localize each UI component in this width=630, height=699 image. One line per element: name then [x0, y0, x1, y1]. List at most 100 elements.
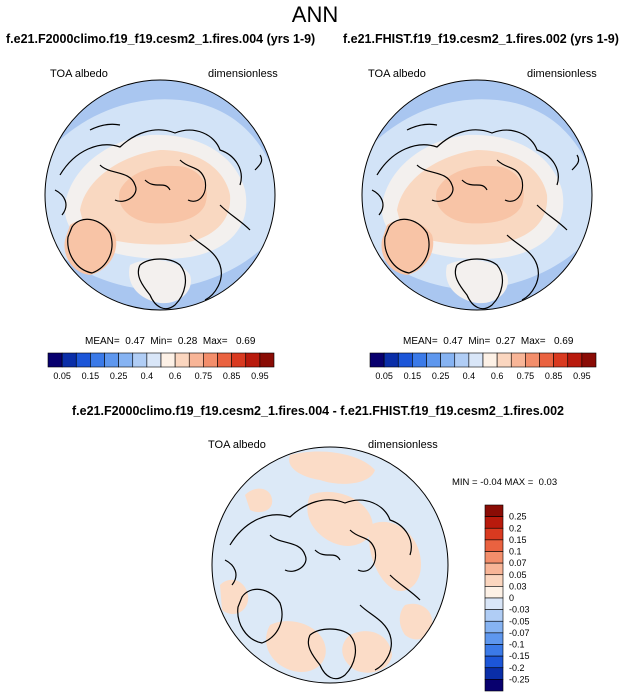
diff-colorbar-swatch [484, 609, 504, 622]
diff-colorbar-swatch [484, 562, 504, 576]
panel-2-colorbar-swatch [468, 352, 484, 368]
panel-1-colorbar-swatch [231, 352, 247, 368]
diff-colorbar-tick-label: -0.1 [509, 640, 525, 650]
panel-1-units: dimensionless [208, 68, 278, 80]
diff-colorbar-swatch [484, 620, 504, 634]
panel-2-colorbar-tick-label: 0.85 [545, 371, 563, 381]
panel-2-colorbar-swatch [383, 352, 399, 368]
panel-1-colorbar-swatch [188, 352, 204, 368]
panel-2-colorbar-tick-label: 0.15 [404, 371, 422, 381]
panel-1-colorbar-tick-label: 0.25 [110, 371, 128, 381]
panel-2-colorbar-tick-label: 0.75 [517, 371, 535, 381]
panel-1-colorbar-swatch [47, 352, 63, 368]
panel-1-colorbar-swatch [90, 352, 105, 368]
diff-colorbar-tick-label: 0.03 [509, 581, 527, 591]
diff-colorbar-swatch [484, 527, 504, 541]
diff-colorbar-swatch [484, 679, 504, 692]
diff-colorbar-swatch [484, 504, 504, 517]
diff-colorbar-tick-label: -0.05 [509, 616, 530, 626]
panel-1-colorbar-swatch [174, 352, 190, 368]
panel-2-colorbar-swatch [482, 352, 498, 368]
panel-2-colorbar-swatch [426, 352, 441, 368]
panel-2-colorbar-swatch [454, 352, 470, 368]
panel-1-variable: TOA albedo [50, 68, 108, 80]
diff-panel-units: dimensionless [368, 439, 438, 451]
coastlines [54, 123, 263, 310]
albedo-field [362, 80, 592, 310]
panel-1-title: f.e21.F2000climo.f19_f19.cesm2_1.fires.0… [6, 32, 316, 46]
diff-colorbar-swatch [484, 644, 504, 657]
diff-colorbar-tick-label: 0.2 [509, 523, 522, 533]
diff-colorbar-tick-label: 0.07 [509, 558, 527, 568]
panel-1-colorbar-swatch [259, 352, 275, 368]
panel-2-colorbar-swatch [525, 352, 540, 368]
panel-2-colorbar: 0.05 0.15 0.25 0.4 0.6 0.75 0.85 0.95 [369, 352, 597, 381]
panel-1-colorbar: 0.05 0.15 0.25 0.4 0.6 0.75 0.85 0.95 [47, 352, 275, 381]
panel-2-colorbar-swatch [567, 352, 583, 368]
panel-2-colorbar-tick-label: 0.95 [573, 371, 591, 381]
panel-1-colorbar-tick-label: 0.95 [251, 371, 269, 381]
panel-1-colorbar-swatch [75, 352, 91, 368]
diff-panel-title: f.e21.F2000climo.f19_f19.cesm2_1.fires.0… [72, 404, 564, 418]
panel-2-colorbar-swatch [510, 352, 526, 368]
panel-1-colorbar-tick-label: 0.6 [169, 371, 182, 381]
diff-colorbar-tick-label: -0.2 [509, 663, 525, 673]
panel-1-colorbar-swatch [132, 352, 148, 368]
panel-2-colorbar-swatch [440, 352, 456, 368]
panel-2-colorbar-tick-label: 0.6 [491, 371, 504, 381]
diff-colorbar-swatch [484, 539, 504, 552]
diff-colorbar-tick-label: -0.25 [509, 674, 530, 684]
coastlines [371, 123, 580, 310]
diff-colorbar-swatch [484, 551, 504, 564]
panel-1-colorbar-swatch [61, 352, 77, 368]
panel-2-stats: MEAN= 0.47 Min= 0.27 Max= 0.69 [403, 336, 574, 347]
panel-1-colorbar-swatch [245, 352, 261, 368]
panel-1-colorbar-swatch [160, 352, 176, 368]
panel-1-colorbar-swatch [104, 352, 119, 368]
panel-2-variable: TOA albedo [368, 68, 426, 80]
diff-colorbar-swatch [484, 516, 504, 529]
diff-colorbar-tick-label: 0.05 [509, 570, 527, 580]
diff-colorbar-swatch [484, 574, 504, 587]
panel-1-colorbar-tick-label: 0.4 [141, 371, 154, 381]
main-title: ANN [291, 2, 339, 27]
panel-1-colorbar-tick-label: 0.75 [195, 371, 213, 381]
panel-2-colorbar-tick-label: 0.05 [375, 371, 393, 381]
diff-colorbar-tick-label: 0 [509, 593, 514, 603]
diff-colorbar-tick-label: -0.03 [509, 605, 530, 615]
panel-1-colorbar-swatch [217, 352, 232, 368]
panel-2-colorbar-swatch [553, 352, 569, 368]
diff-colorbar-tick-label: -0.07 [509, 628, 530, 638]
panel-2-colorbar-swatch [581, 352, 597, 368]
panel-2-colorbar-swatch [369, 352, 385, 368]
diff-colorbar-tick-label: -0.15 [509, 651, 530, 661]
panel-1-stats: MEAN= 0.47 Min= 0.28 Max= 0.69 [85, 336, 256, 347]
diff-colorbar-tick-label: 0.25 [509, 512, 527, 522]
panel-2-colorbar-tick-label: 0.25 [432, 371, 450, 381]
albedo-field [45, 80, 275, 310]
diff-panel-stats: MIN = -0.04 MAX = 0.03 [452, 477, 558, 488]
panel-2-colorbar-tick-label: 0.4 [463, 371, 476, 381]
panel-1-colorbar-tick-label: 0.85 [223, 371, 241, 381]
diff-panel-variable: TOA albedo [208, 439, 266, 451]
diff-colorbar: 0.250.2 0.15 0.10.07 0.050.03 0 -0.03-0.05 -0.… [484, 504, 530, 692]
diff-colorbar-tick-label: 0.15 [509, 535, 527, 545]
diff-colorbar-swatch [484, 586, 504, 599]
panel-2-colorbar-swatch [539, 352, 554, 368]
panel-2-colorbar-swatch [397, 352, 413, 368]
panel-1-colorbar-tick-label: 0.05 [53, 371, 71, 381]
panel-2-colorbar-swatch [496, 352, 512, 368]
albedo-difference-field [212, 447, 448, 683]
coastlines [224, 499, 421, 680]
panel-1-colorbar-swatch [118, 352, 134, 368]
diff-colorbar-swatch [484, 597, 504, 610]
diff-colorbar-swatch [484, 667, 504, 680]
panel-1-colorbar-tick-label: 0.15 [82, 371, 100, 381]
diff-colorbar-swatch [484, 655, 504, 669]
panel-2-units: dimensionless [527, 68, 597, 80]
panel-2-title: f.e21.FHIST.f19_f19.cesm2_1.fires.002 (y… [343, 32, 619, 46]
diff-colorbar-tick-label: 0.1 [509, 547, 522, 557]
panel-1-colorbar-swatch [146, 352, 162, 368]
panel-1-colorbar-swatch [203, 352, 218, 368]
